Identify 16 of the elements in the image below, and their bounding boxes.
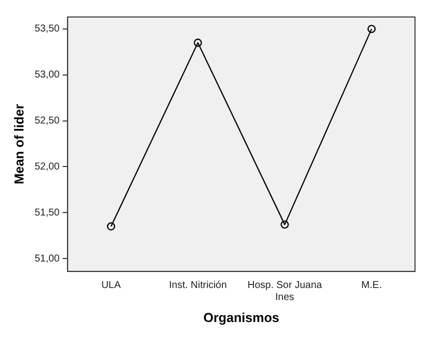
y-tick-label: 52,00 [34, 161, 60, 172]
y-tick-label: 52,50 [34, 116, 60, 127]
point [367, 24, 376, 34]
x-tick-label: ULA [101, 280, 122, 292]
y-tick-label: 53,50 [34, 24, 60, 35]
x-tick-label: Hosp. Sor Juana Ines [247, 280, 322, 304]
point [106, 222, 116, 230]
y-tick-label: 51,50 [34, 207, 60, 218]
y-tick-label: 53,00 [34, 70, 60, 81]
x-tick-label: M.E. [361, 280, 382, 292]
x-axis-title: Organismos [203, 310, 280, 325]
x-tick-label: Inst. Nitrición [168, 280, 227, 292]
point [194, 38, 202, 47]
point [280, 220, 289, 229]
y-tick-label: 51,00 [34, 253, 60, 264]
y-axis-title: Mean of lider [11, 104, 26, 184]
